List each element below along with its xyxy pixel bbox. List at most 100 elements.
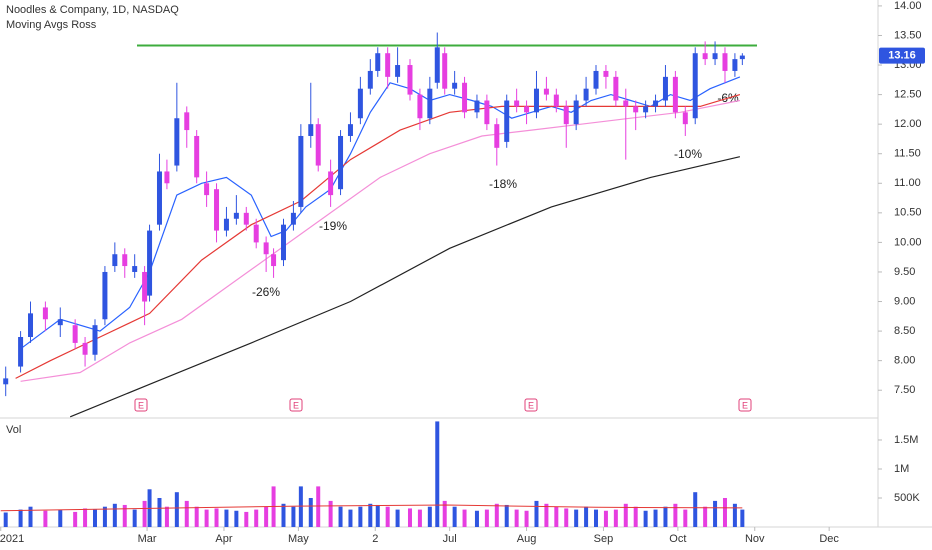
annotation: -18% [489, 177, 517, 191]
x-tick-label: May [288, 533, 309, 545]
volume-bar [142, 500, 147, 527]
volume-bar [244, 511, 249, 527]
volume-bar [184, 500, 189, 527]
y-tick-label: 7.50 [894, 384, 915, 396]
candle-body [427, 88, 433, 119]
y-tick-label: 11.00 [894, 177, 921, 189]
moving-average [20, 99, 741, 382]
volume-bar [102, 506, 107, 527]
candle-body [42, 307, 48, 320]
volume-bar [673, 503, 678, 527]
volume-bar [204, 509, 209, 527]
chart-subtitle: Moving Avgs Ross [6, 19, 97, 31]
candle-body [593, 70, 599, 89]
candle-body [494, 124, 500, 148]
volume-bar [603, 510, 608, 527]
candle-body [633, 106, 639, 113]
candle-body [553, 94, 559, 107]
candle-body [57, 319, 63, 326]
candle-body [280, 224, 286, 261]
volume-bar [524, 510, 529, 527]
volume-bar [407, 508, 412, 527]
candle-body [102, 271, 108, 320]
candle-body [347, 124, 353, 136]
volume-bar [214, 508, 219, 527]
volume-bar [653, 509, 658, 527]
volume-bar [375, 504, 380, 527]
candle-body [271, 254, 277, 267]
volume-bar [594, 509, 599, 527]
volume-bar [554, 506, 559, 527]
candle-body [732, 59, 738, 71]
x-tick-label: Aug [517, 533, 537, 545]
volume-bar [462, 509, 467, 527]
y-tick-label: 9.00 [894, 295, 915, 307]
y-tick-label: 1M [894, 463, 909, 475]
y-tick-label: 13.50 [894, 29, 922, 41]
volume-bar [613, 509, 618, 527]
volume-bar [663, 506, 668, 527]
x-tick-label: Mar [138, 533, 157, 545]
candle-body [452, 82, 458, 89]
candle-body [504, 100, 510, 142]
candle-body [514, 100, 520, 107]
volume-bar [83, 508, 88, 527]
candle-body [682, 112, 688, 125]
earnings-label: E [742, 400, 748, 410]
volume-bar [442, 500, 447, 527]
earnings-box [524, 398, 538, 412]
candle-body [367, 70, 373, 89]
candle-body [692, 53, 698, 119]
y-tick-label: 11.50 [894, 148, 921, 160]
candle-body [385, 53, 391, 77]
volume-bar [633, 506, 638, 527]
y-tick-label: 12.50 [894, 89, 922, 101]
earnings-label: E [293, 400, 299, 410]
candle-body [442, 53, 448, 89]
volume-bar [194, 506, 199, 527]
x-tick-label: Sep [594, 533, 614, 545]
earnings-box [134, 398, 148, 412]
earnings-label: E [528, 400, 534, 410]
volume-bar [683, 509, 688, 527]
x-tick-label: Apr [215, 533, 232, 545]
volume-bar [58, 509, 63, 527]
volume-bar [623, 503, 628, 527]
volume-ma [0, 504, 743, 512]
volume-bar [385, 506, 390, 527]
candle-body [357, 88, 363, 119]
candle-body [739, 55, 745, 60]
candle-body [243, 212, 249, 225]
volume-bar [504, 504, 509, 527]
volume-bar [224, 509, 229, 527]
y-tick-label: 14.00 [894, 0, 922, 12]
volume-bar [713, 500, 718, 527]
candle-body [132, 266, 138, 272]
volume-bar [18, 509, 23, 527]
candle-body [573, 100, 579, 125]
x-tick-label: 2 [372, 533, 378, 545]
candle-body [28, 313, 34, 338]
candle-body [308, 124, 314, 136]
candle-body [407, 65, 413, 95]
y-tick-label: 9.50 [894, 266, 915, 278]
candle-body [484, 100, 490, 125]
chart-title: Noodles & Company, 1D, NASDAQ [6, 4, 179, 16]
candle-body [462, 82, 468, 113]
volume-bar [122, 504, 127, 527]
volume-bar [703, 506, 708, 527]
volume-bar [92, 509, 97, 527]
volume-bar [281, 503, 286, 527]
earnings-label: E [138, 400, 144, 410]
candle-body [223, 218, 229, 231]
earnings-box [738, 398, 752, 412]
volume-bar [494, 503, 499, 527]
y-tick-label: 12.00 [894, 118, 922, 130]
y-tick-label: 8.50 [894, 325, 915, 337]
candle-body [164, 171, 170, 184]
candle-body [204, 183, 210, 196]
volume-bar [584, 506, 589, 527]
candle-body [290, 212, 296, 225]
